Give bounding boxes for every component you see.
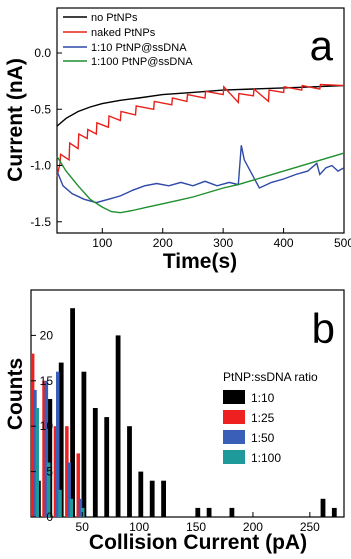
panel-a-legend: no PtNPs naked PtNPs 1:10 PtNP@ssDNA 1:1… [63,12,193,68]
bar-1-10-260 [321,499,326,517]
x-tick-label: 500 [334,236,351,250]
legend-label-no-ptnps: no PtNPs [91,12,138,24]
bar-1-10-100 [138,472,143,517]
panel-b-y-axis-label: Counts [4,358,27,430]
y-tick-label: 0 [46,510,53,524]
bar-1-10-40 [70,308,75,517]
panel-b-x-axis-label: Collision Current (pA) [89,531,307,554]
panel-a-x-axis-label: Time(s) [163,250,237,273]
bar-1-10-180 [230,508,235,517]
y-tick-label: 0.0 [34,46,51,60]
bar-1-10-160 [207,508,212,517]
y-tick-label: 5 [46,465,53,479]
legend-swatch-1-25 [223,410,245,424]
legend-swatch-1-10 [223,390,245,404]
legend-label-1-50: 1:50 [251,431,275,445]
legend-swatch-1-100 [223,450,245,464]
legend-label-1-10: 1:10 [251,391,275,405]
bar-1-10-70 [104,417,109,517]
legend-title-ratio: PtNP:ssDNA ratio [223,370,318,384]
y-tick-label: -0.5 [30,102,51,116]
panel-a-y-axis-label: Current (nA) [4,58,27,182]
x-tick-label: 400 [274,236,294,250]
legend-swatch-1-50 [223,430,245,444]
bar-1-10-270 [332,508,337,517]
panel-b-legend: PtNP:ssDNA ratio 1:10 1:25 1:50 1:100 [223,370,318,465]
x-tick-label: 200 [153,236,173,250]
bar-1-100-10 [36,408,40,517]
bar-1-10-90 [127,426,132,517]
series-line-no-ptnps [57,86,344,127]
panel-b-bars-group [31,308,337,517]
x-tick-label: 300 [213,236,233,250]
bar-1-10-120 [161,481,166,517]
y-tick-label: 20 [40,328,54,342]
legend-label-naked-ptnps: naked PtNPs [91,27,156,39]
bar-1-10-80 [116,335,121,517]
y-tick-label: 15 [40,374,54,388]
bar-1-100-30 [58,490,62,517]
bar-1-10-60 [93,408,98,517]
x-tick-label: 50 [76,520,90,534]
bar-1-100-50 [81,508,85,517]
legend-label-1-25: 1:25 [251,411,275,425]
bar-1-10-110 [150,481,155,517]
legend-label-1-10: 1:10 PtNP@ssDNA [91,42,187,54]
y-tick-label: -1.5 [30,215,51,229]
panel-a-series-group [57,85,344,213]
panel-b-label: b [312,305,335,352]
y-tick-label: -1.0 [30,159,51,173]
x-tick-label: 100 [92,236,112,250]
bar-1-10-50 [82,372,87,517]
series-line-naked-ptnps [57,85,344,177]
y-tick-label: 10 [40,419,54,433]
legend-label-1-100: 1:100 PtNP@ssDNA [91,56,193,68]
bar-1-100-40 [70,499,74,517]
panel-a-label: a [310,22,334,69]
series-line-1-10-ptnp-ssdna [57,145,344,202]
legend-label-1-100: 1:100 [251,451,281,465]
panel-a-line-chart: 100 200 300 400 500 0.0 -0.5 -1.0 -1.5 a no PtNP… [4,8,351,273]
